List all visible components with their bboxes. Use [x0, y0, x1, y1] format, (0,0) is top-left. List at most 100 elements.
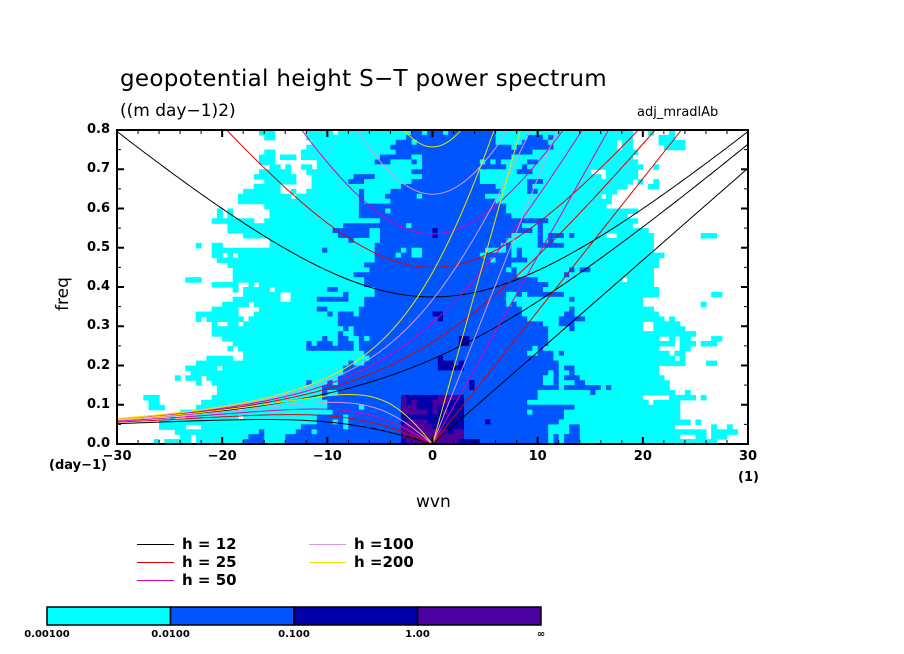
- power-cell: [322, 287, 328, 293]
- power-cell: [448, 149, 455, 156]
- power-cell: [222, 375, 229, 381]
- power-cell: [595, 208, 602, 215]
- power-cell: [590, 193, 597, 200]
- power-cell: [269, 365, 276, 372]
- power-cell: [569, 203, 576, 210]
- power-cell: [332, 409, 339, 416]
- power-cell: [595, 301, 602, 308]
- power-cell: [248, 188, 255, 195]
- power-cell: [506, 404, 512, 411]
- power-cell: [500, 409, 507, 416]
- power-cell: [453, 198, 460, 205]
- power-cell: [516, 193, 523, 200]
- power-cell: [348, 237, 355, 244]
- power-cell: [421, 242, 428, 249]
- power-cell: [590, 370, 597, 376]
- power-cell: [400, 326, 407, 332]
- power-cell: [516, 385, 523, 391]
- power-cell: [248, 350, 255, 357]
- power-cell: [621, 306, 628, 313]
- power-cell: [632, 282, 639, 288]
- power-cell: [316, 316, 323, 322]
- power-cell: [358, 419, 365, 425]
- power-cell: [290, 247, 297, 254]
- power-cell: [458, 385, 465, 391]
- power-cell: [206, 355, 213, 362]
- power-cell: [558, 169, 565, 175]
- power-cell: [537, 277, 544, 283]
- power-cell: [495, 321, 502, 327]
- power-cell: [237, 370, 244, 376]
- power-cell: [500, 257, 507, 264]
- power-cell: [532, 179, 539, 185]
- power-cell: [227, 301, 234, 308]
- power-cell: [574, 409, 581, 416]
- power-cell: [290, 409, 297, 416]
- power-cell: [474, 291, 481, 298]
- power-cell: [437, 159, 444, 165]
- power-cell: [548, 272, 555, 278]
- power-cell: [590, 340, 597, 347]
- power-cell: [374, 257, 381, 264]
- power-cell: [606, 399, 612, 406]
- power-cell: [416, 183, 423, 190]
- power-cell: [243, 394, 250, 401]
- power-cell: [648, 385, 654, 391]
- power-cell: [411, 183, 418, 190]
- power-cell: [285, 429, 292, 435]
- power-cell: [379, 272, 386, 278]
- power-cell: [443, 404, 449, 411]
- power-cell: [358, 301, 365, 308]
- power-cell: [227, 262, 234, 268]
- power-cell: [374, 390, 381, 396]
- power-cell: [558, 404, 565, 411]
- power-cell: [490, 272, 497, 278]
- power-cell: [527, 228, 534, 234]
- power-cell: [411, 380, 418, 386]
- power-cell: [295, 267, 302, 273]
- power-cell: [274, 257, 281, 264]
- power-cell: [390, 223, 397, 229]
- power-cell: [406, 130, 413, 136]
- power-cell: [421, 183, 428, 190]
- power-cell: [232, 394, 239, 401]
- power-cell: [600, 267, 607, 273]
- power-cell: [232, 414, 239, 421]
- power-cell: [322, 257, 328, 264]
- power-cell: [280, 340, 286, 347]
- power-cell: [301, 208, 307, 215]
- power-cell: [395, 370, 402, 376]
- power-cell: [290, 242, 297, 249]
- power-cell: [348, 277, 355, 283]
- power-cell: [437, 257, 444, 264]
- power-cell: [311, 233, 318, 239]
- power-cell: [563, 380, 570, 386]
- power-cell: [611, 159, 618, 165]
- power-cell: [448, 179, 455, 185]
- power-cell: [527, 331, 534, 337]
- power-cell: [343, 272, 349, 278]
- power-cell: [606, 301, 612, 308]
- power-cell: [337, 242, 344, 249]
- power-cell: [311, 257, 318, 264]
- power-cell: [474, 326, 481, 332]
- power-cell: [469, 404, 476, 411]
- power-cell: [379, 296, 386, 303]
- power-cell: [458, 174, 465, 180]
- power-cell: [258, 409, 265, 416]
- power-cell: [516, 345, 523, 352]
- power-cell: [616, 267, 623, 273]
- power-cell: [584, 218, 591, 224]
- power-cell: [563, 247, 570, 254]
- power-cell: [637, 419, 644, 425]
- power-cell: [632, 345, 639, 352]
- power-cell: [358, 159, 365, 165]
- power-cell: [353, 326, 360, 332]
- power-cell: [569, 424, 576, 430]
- power-cell: [406, 242, 413, 249]
- power-cell: [437, 390, 444, 396]
- power-cell: [574, 267, 581, 273]
- power-cell: [490, 419, 497, 425]
- power-cell: [458, 218, 465, 224]
- power-cell: [663, 385, 670, 391]
